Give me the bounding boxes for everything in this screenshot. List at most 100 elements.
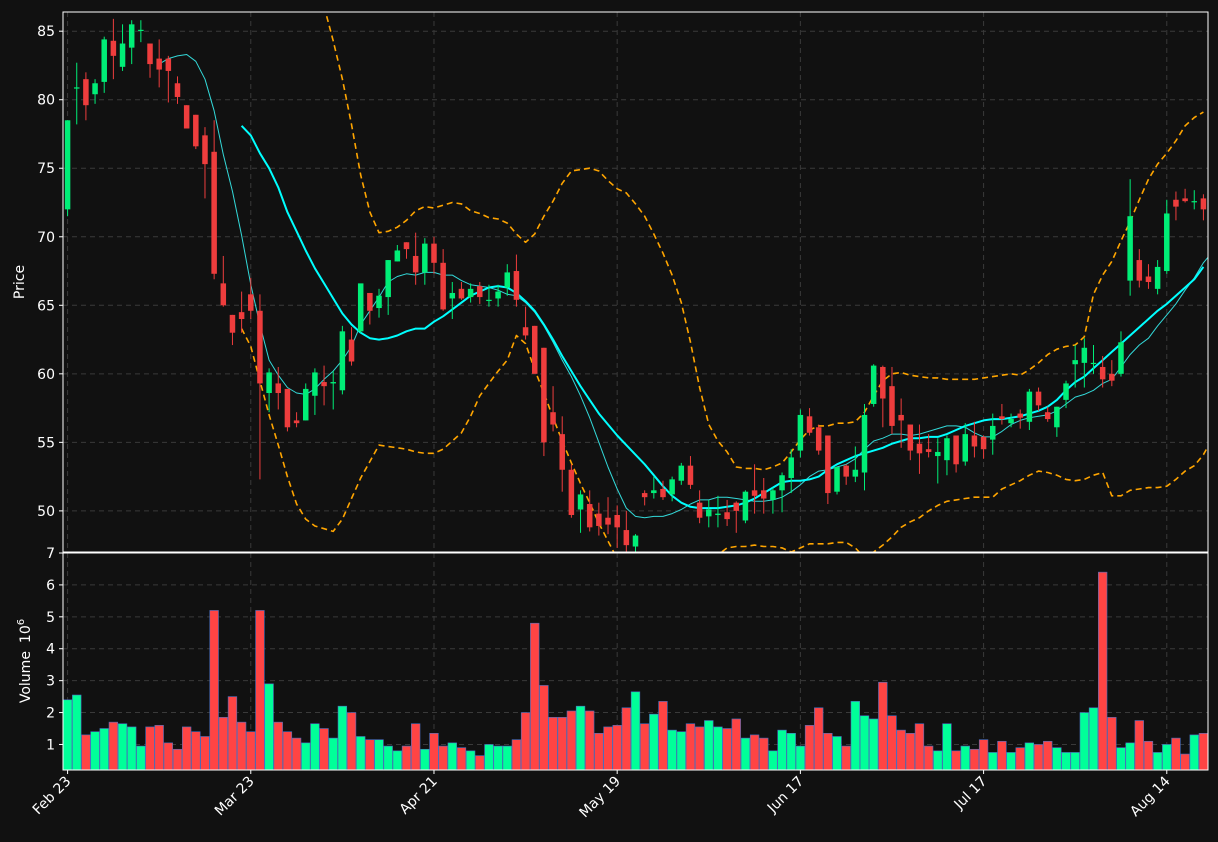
candle-body (1127, 216, 1133, 281)
candle-body (559, 434, 565, 470)
volume-bar (456, 747, 467, 770)
volume-tick-label: 3 (46, 674, 55, 690)
candle-body (815, 427, 822, 451)
volume-bar (1024, 742, 1035, 770)
volume-bar (1162, 744, 1172, 770)
candle-body (64, 120, 71, 210)
candle-body (614, 514, 620, 528)
volume-axis-label-base: 10 (18, 625, 34, 643)
price-tick-label: 70 (37, 230, 55, 246)
candle-body (980, 436, 987, 450)
candle-body (119, 43, 126, 67)
candle-body (1008, 419, 1014, 424)
candle-body (568, 469, 575, 515)
volume-bars-layer (63, 571, 1208, 770)
volume-bar (859, 715, 870, 770)
moving-average-line (240, 125, 1205, 510)
volume-bar (81, 734, 91, 770)
volume-bar (1006, 752, 1016, 770)
candle-body (660, 488, 666, 498)
volume-bar (429, 733, 439, 770)
volume-bar (356, 736, 366, 770)
candle-body (293, 420, 300, 424)
volume-bar (264, 683, 274, 770)
candle-body (999, 416, 1005, 420)
candle-body (128, 24, 135, 48)
volume-bar (99, 728, 109, 770)
volume-bar (869, 718, 879, 770)
volume-bar (1116, 747, 1126, 770)
candle-body (1035, 391, 1042, 406)
volume-bar (420, 748, 430, 770)
volume-bar (136, 745, 146, 770)
candle-body (403, 242, 410, 250)
volume-bar (1088, 707, 1099, 770)
volume-bar (209, 610, 219, 770)
candle-body (275, 383, 282, 394)
volume-bar (539, 685, 549, 770)
volume-bar (191, 731, 201, 770)
volume-bar (933, 750, 943, 770)
volume-bar (72, 694, 82, 770)
price-tick-label: 55 (37, 435, 55, 451)
candle-body (513, 271, 520, 300)
volume-tick-label: 5 (46, 610, 55, 626)
candle-body (971, 435, 978, 447)
candle-body (1072, 360, 1078, 365)
volume-bar (585, 710, 595, 770)
candle-body (687, 465, 694, 485)
candle-body (522, 327, 529, 336)
volume-bar (823, 733, 833, 770)
volume-bar (1033, 744, 1044, 770)
volume-axis-label: Volume 106 (16, 619, 34, 703)
candle-body (531, 325, 538, 374)
volume-bar (1171, 737, 1181, 770)
volume-bar (594, 733, 604, 770)
candle-body (1200, 198, 1207, 210)
volume-bar (411, 723, 421, 770)
candle-body (449, 292, 456, 299)
volume-axis-label-text: Volume (18, 651, 34, 703)
volume-bar (566, 710, 577, 770)
volume-bar (841, 745, 851, 770)
volume-bar (502, 745, 512, 770)
candle-body (302, 388, 309, 421)
volume-bar (255, 610, 265, 770)
volume-tick-label: 2 (46, 706, 55, 722)
candle-body (147, 43, 153, 65)
volume-bar (722, 728, 732, 770)
candle-body (696, 502, 703, 518)
volume-bar (850, 701, 860, 770)
candle-body (577, 494, 584, 510)
candle-body (330, 382, 336, 384)
candle-body (962, 434, 969, 462)
volume-bar (740, 737, 751, 770)
volume-bar (438, 745, 448, 770)
volume-bar (1134, 720, 1144, 770)
volume-bar (127, 726, 137, 770)
volume-bar (923, 745, 934, 770)
candle-body (651, 490, 657, 494)
candle-body (238, 312, 245, 320)
volume-bar (575, 705, 586, 770)
candle-body (669, 479, 675, 495)
candle-body (193, 114, 199, 147)
volume-bar (768, 750, 778, 770)
candle-body (788, 457, 794, 478)
volume-bar (475, 755, 485, 770)
volume-bar (795, 745, 806, 770)
volume-axis-label-exponent: 6 (16, 619, 27, 625)
volume-bar (612, 725, 622, 770)
volume-bar (914, 723, 925, 770)
volume-bar (667, 729, 677, 770)
volume-bar (493, 745, 503, 770)
volume-bar (200, 736, 210, 770)
candle-body (916, 443, 923, 454)
candle-body (1191, 201, 1198, 203)
volume-tick-label: 6 (46, 578, 55, 594)
volume-bar (484, 744, 494, 770)
candle-body (889, 386, 895, 426)
volume-bar (337, 705, 348, 770)
candle-body (779, 475, 785, 491)
volume-tick-label: 1 (46, 737, 55, 753)
